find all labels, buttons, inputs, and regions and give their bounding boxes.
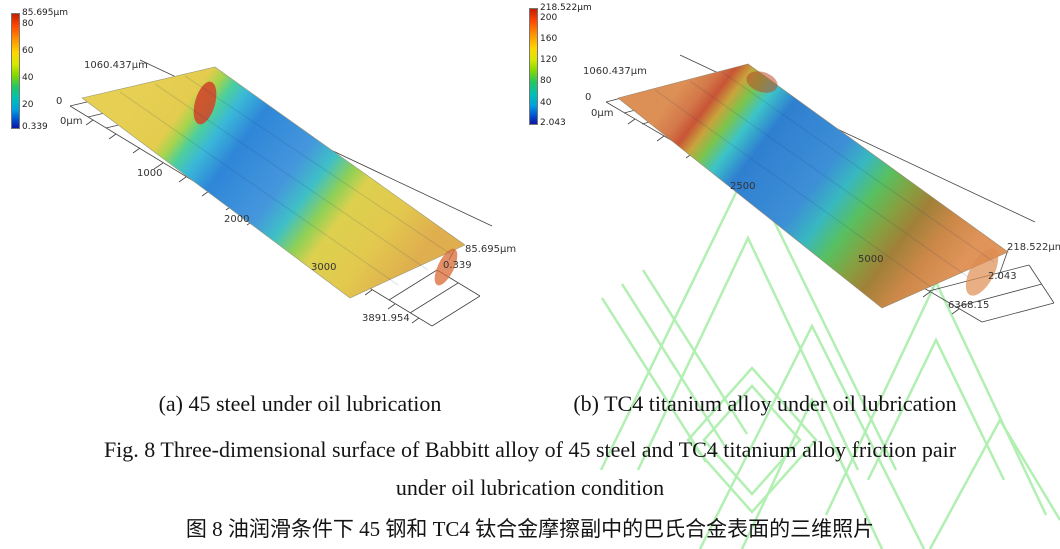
axis-zero-um-a: 0μm [60,116,82,127]
watermark-shape [686,366,818,514]
wear-spot-orange [434,248,458,286]
watermark-shape [698,323,926,549]
colorbar-a-max: 85.695μm [22,8,68,18]
axis-zmin-a: 0.339 [443,260,472,271]
colorbar-b-tick: 160 [540,34,558,44]
axis-width-label-b: 1060.437μm [583,66,647,77]
axis-width-label-a: 1060.437μm [84,60,148,71]
colorbar-a-tick: 60 [22,46,34,56]
colorbar-a: 85.695μm 80 60 40 20 0.339 [11,8,81,148]
colorbar-a-gradient [11,13,20,129]
axis-end-label-a: 3891.954 [362,313,410,324]
caption-panel-a: (a) 45 steel under oil lubrication [158,391,442,416]
axis-tick-label-b: 2500 [730,181,755,192]
surface-plot-b: 1060.437μm 0 0μm 2500 5000 6368.15 218.5… [583,54,1060,323]
colorbar-b-tick: 200 [540,13,558,23]
axis-end-label-b: 6368.15 [948,300,989,311]
colorbar-a-min: 0.339 [22,122,48,132]
watermark-shape [866,337,1006,481]
axis-tick-label-a: 3000 [311,262,336,273]
surface-ribbon-b [617,63,1009,309]
watermark-shape [620,283,728,449]
colorbar-a-tick: 20 [22,100,34,110]
watermark-shape [600,297,708,463]
colorbar-b-tick: 40 [540,98,552,108]
figure-caption-en-line1: Fig. 8 Three-dimensional surface of Babb… [103,437,957,462]
axis-zero-um-b: 0μm [591,108,613,119]
axis-zmax-b: 218.522μm [1007,242,1060,253]
colorbar-a-tick: 80 [22,19,34,29]
striations-b [654,71,995,293]
colorbar-b-min: 2.043 [540,118,566,128]
watermark-shape [740,397,884,549]
axis-zmax-a: 85.695μm [465,244,516,255]
striations-a [119,75,453,286]
colorbar-a-tick: 40 [22,73,34,83]
figure-caption-en-line2: under oil lubrication condition [395,475,665,500]
wear-spot-red [193,81,217,125]
ridge-spot-red [746,71,778,93]
watermark-shape [928,417,1060,549]
colorbar-b-gradient [529,8,538,125]
surface-plot-a: 1060.437μm 0 0μm 1000 2000 3000 3891.954… [56,59,516,327]
axis-zero-a: 0 [56,96,62,107]
axis-tick-label-a: 1000 [137,168,162,179]
caption-panel-b: (b) TC4 titanium alloy under oil lubrica… [573,391,957,416]
axis-zmin-b: 2.043 [988,271,1017,282]
colorbar-b: 218.522μm 200 160 120 80 40 2.043 [529,3,599,143]
watermark-shape [702,384,802,496]
axis-tick-label-b: 5000 [858,254,883,265]
figure-caption-cn: 图 8 油润滑条件下 45 钢和 TC4 钛合金摩擦副中的巴氏合金表面的三维照片 [185,517,875,541]
axis-tick-label-a: 2000 [224,214,249,225]
watermark-shape [636,235,860,471]
surface-ribbon-a [81,66,466,299]
watermark-shape [641,269,749,435]
colorbar-b-tick: 120 [540,55,558,65]
colorbar-b-tick: 80 [540,76,552,86]
end-block-orange [965,248,999,296]
colorbar-b-max: 218.522μm [540,3,592,13]
axis-zero-b: 0 [585,92,591,103]
